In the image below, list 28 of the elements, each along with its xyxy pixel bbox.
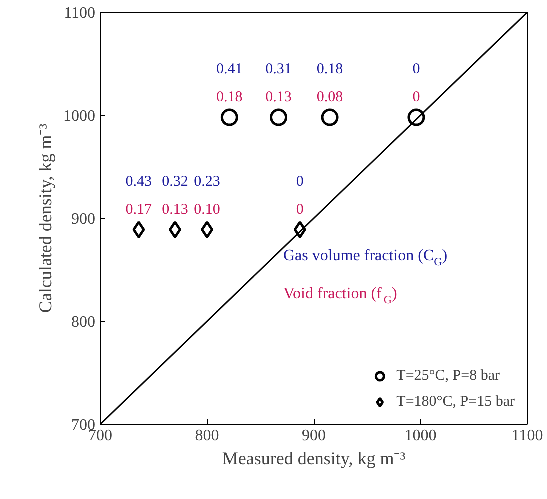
annotation: 0 [296,174,304,190]
x-tick-label: 1100 [512,428,544,444]
legend-label: T=25°C, P=8 bar [396,368,500,384]
annotation: 0.32 [162,174,188,190]
annotation: 0.13 [162,202,188,218]
legend-label: T=180°C, P=15 bar [396,394,515,410]
y-tick-label: 1000 [64,108,96,125]
annotation: 0.08 [316,90,344,106]
annotation: 0.13 [266,90,292,106]
x-axis-title: Measured density, kg m⁻³ [222,448,406,468]
annotation: 0 [296,202,304,218]
annotation: 0.18 [216,90,243,106]
annotation: 0.43 [126,174,152,190]
annotation: 0 [412,90,420,106]
y-axis-title: Calculated density, kg m⁻³ [36,123,56,314]
annotation: 0.17 [126,202,153,218]
y-tick-label: 1100 [64,5,96,22]
annotation: 0.18 [316,62,344,78]
x-tick-label: 1000 [404,428,437,444]
annotation: 0.31 [266,62,292,78]
x-tick-label: 800 [195,428,220,444]
annotation: 0 [412,62,420,78]
annotation: 0.10 [194,202,220,218]
y-tick-label: 900 [72,211,96,228]
annotation: 0.23 [194,174,220,190]
y-tick-label: 800 [72,314,96,331]
x-tick-label: 900 [302,428,326,444]
annotation: 0.41 [216,62,243,78]
